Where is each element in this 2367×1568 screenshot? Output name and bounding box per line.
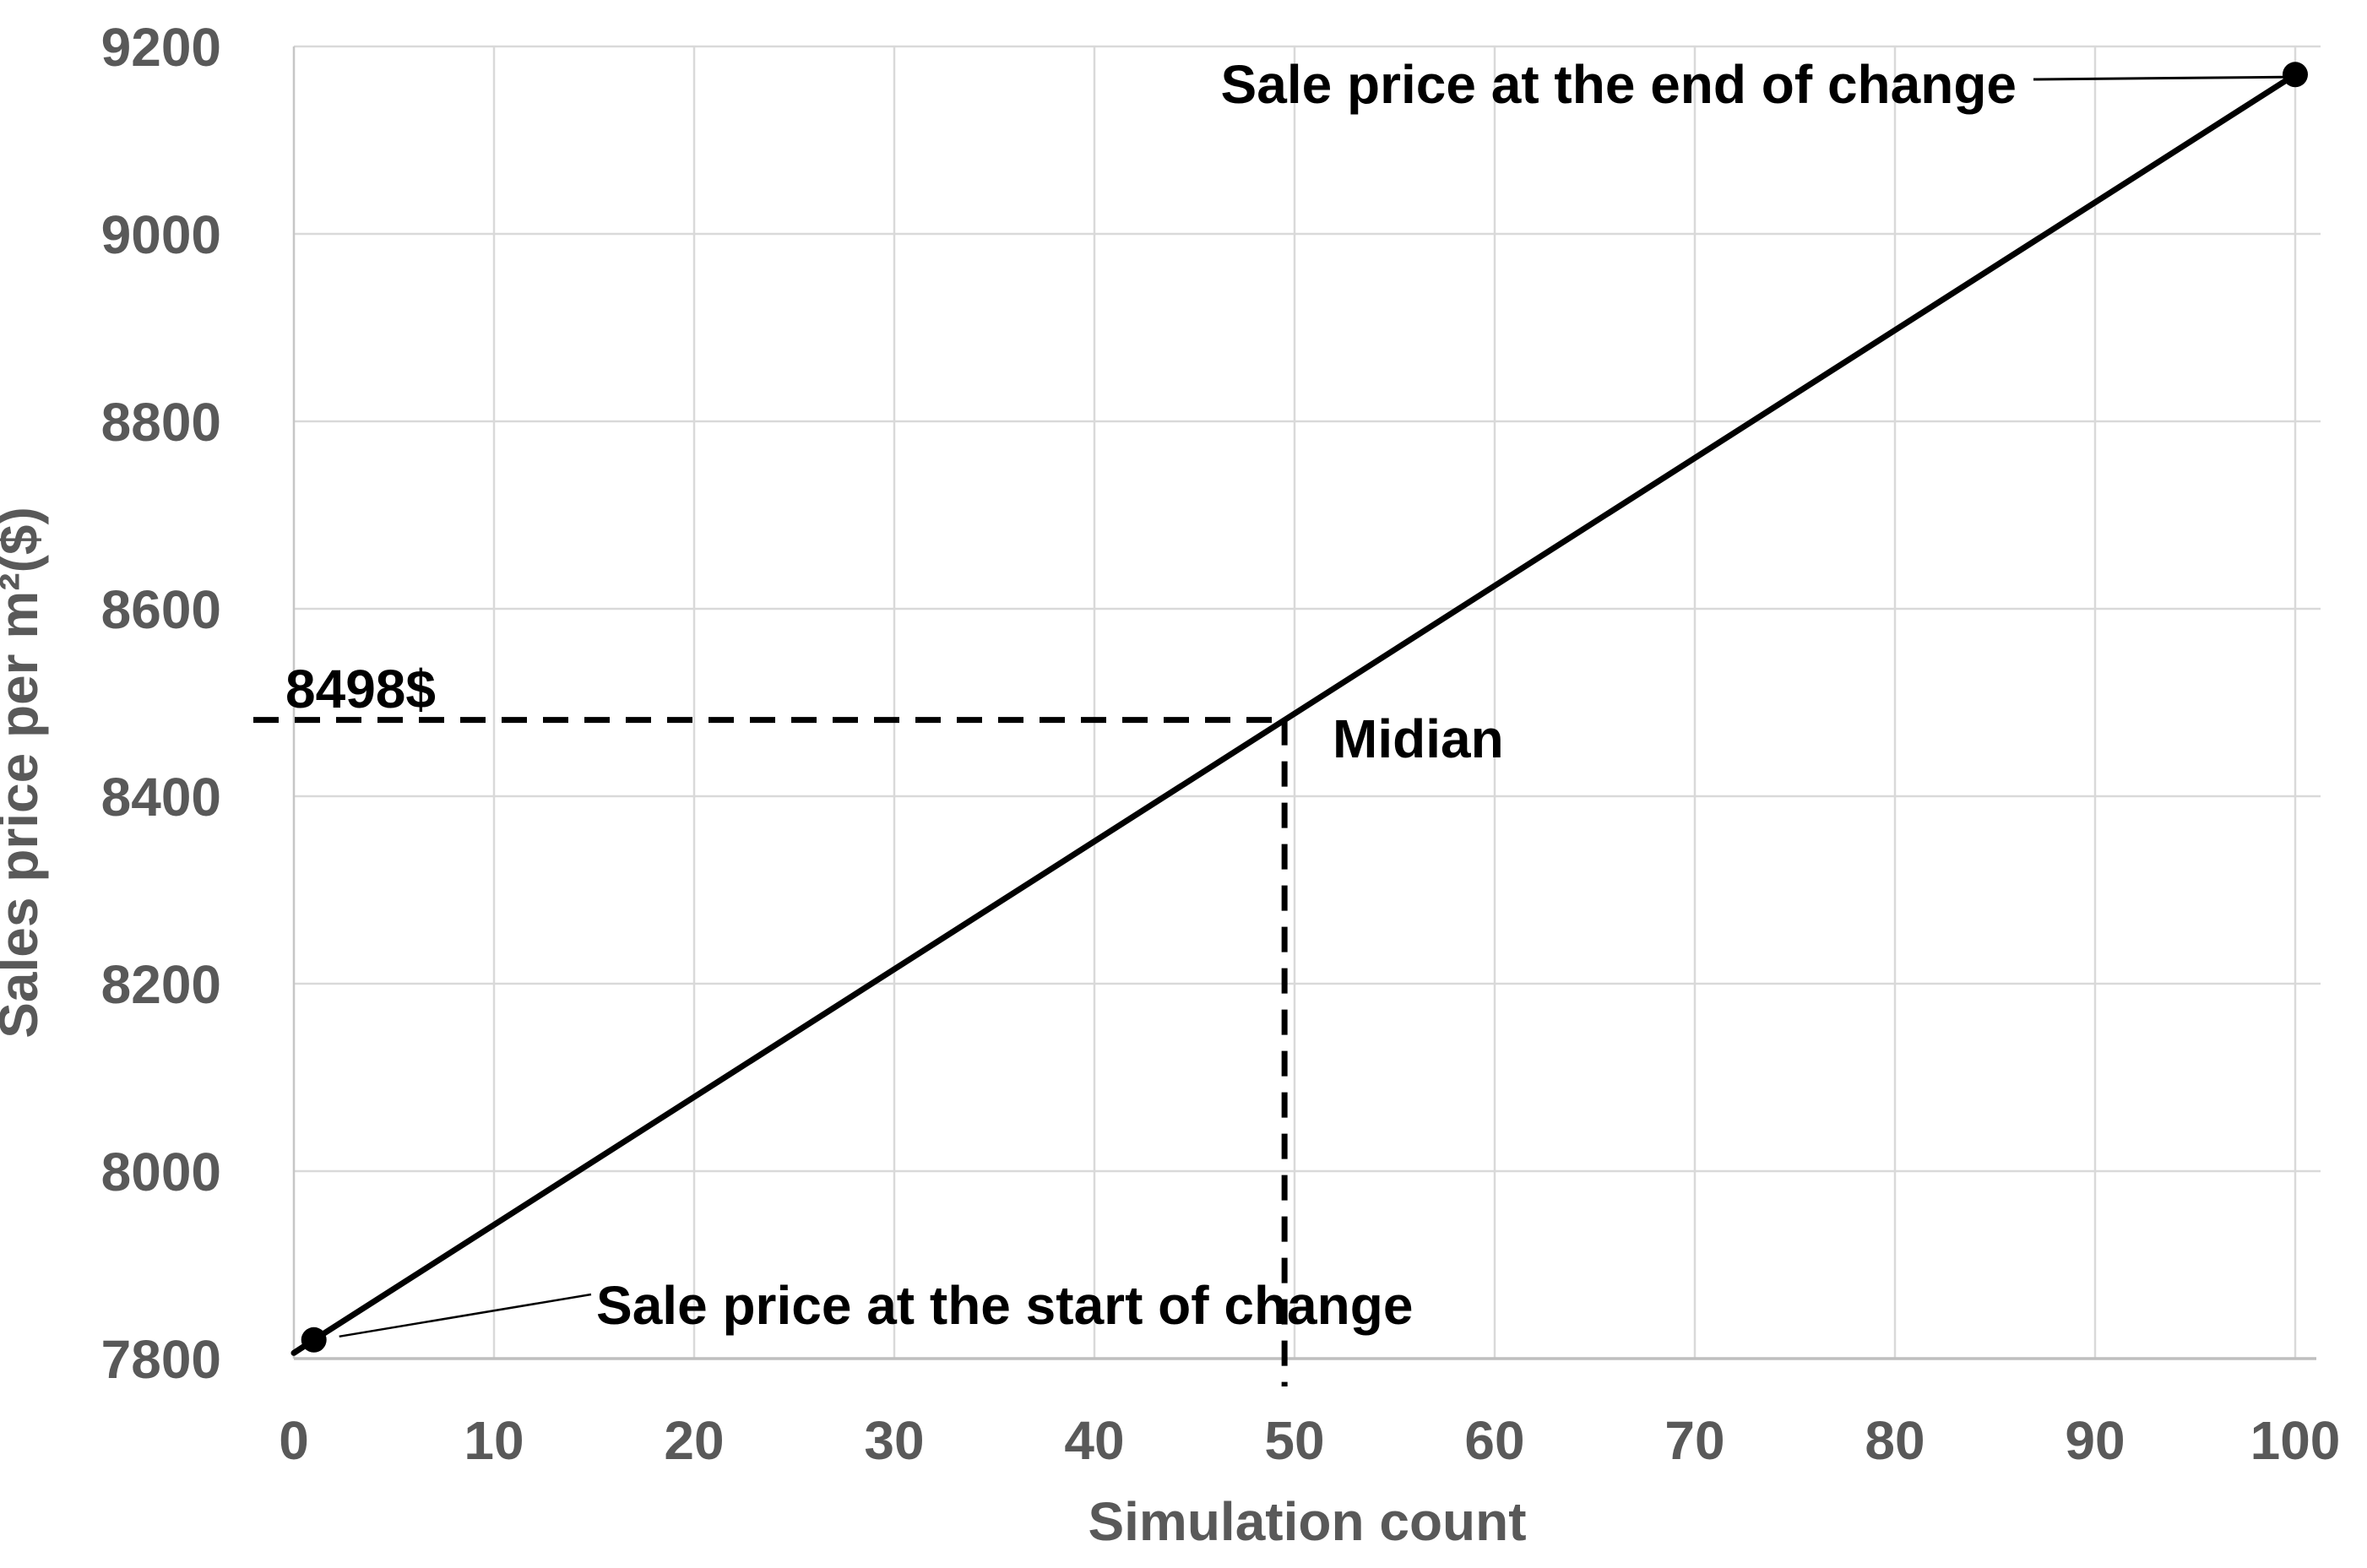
x-tick-label-40: 40 xyxy=(1064,1410,1124,1471)
data-point-marker-end xyxy=(2283,62,2308,88)
x-tick-labels: 0 10 20 30 40 50 60 70 80 90 100 xyxy=(279,1410,2340,1471)
end-annotation-label: Sale price at the end of change xyxy=(1221,54,2017,115)
y-tick-label-8600: 8600 xyxy=(101,579,221,640)
x-tick-label-10: 10 xyxy=(464,1410,524,1471)
data-point-marker-start xyxy=(301,1327,327,1353)
x-tick-label-90: 90 xyxy=(2065,1410,2125,1471)
y-tick-label-8800: 8800 xyxy=(101,392,221,453)
y-tick-label-7800: 7800 xyxy=(101,1329,221,1390)
x-tick-label-50: 50 xyxy=(1264,1410,1324,1471)
y-tick-label-8200: 8200 xyxy=(101,954,221,1015)
end-annotation-leader-line xyxy=(2033,75,2285,81)
y-tick-label-8000: 8000 xyxy=(101,1142,221,1202)
x-tick-label-80: 80 xyxy=(1865,1410,1925,1471)
x-tick-label-100: 100 xyxy=(2250,1410,2341,1471)
y-axis-title: Sales price per m²($) xyxy=(0,507,49,1039)
vertical-gridlines xyxy=(492,46,2297,1359)
horizontal-gridlines xyxy=(294,45,2321,1173)
median-label: Midian xyxy=(1333,708,1504,769)
x-axis-title: Simulation count xyxy=(1088,1491,1526,1552)
x-tick-label-0: 0 xyxy=(279,1410,309,1471)
start-annotation-leader-line xyxy=(339,1293,592,1338)
y-tick-label-9200: 9200 xyxy=(101,17,221,78)
x-tick-label-30: 30 xyxy=(864,1410,924,1471)
x-tick-label-70: 70 xyxy=(1664,1410,1724,1471)
series-markers xyxy=(301,62,2308,1353)
x-tick-label-60: 60 xyxy=(1464,1410,1524,1471)
start-annotation-label: Sale price at the start of change xyxy=(596,1275,1413,1336)
x-tick-label-20: 20 xyxy=(664,1410,724,1471)
y-tick-label-9000: 9000 xyxy=(101,204,221,265)
median-price-label: 8498$ xyxy=(285,659,436,719)
y-tick-labels: 7800 8000 8200 8400 8600 8800 9000 9200 xyxy=(101,17,221,1390)
y-tick-label-8400: 8400 xyxy=(101,767,221,827)
